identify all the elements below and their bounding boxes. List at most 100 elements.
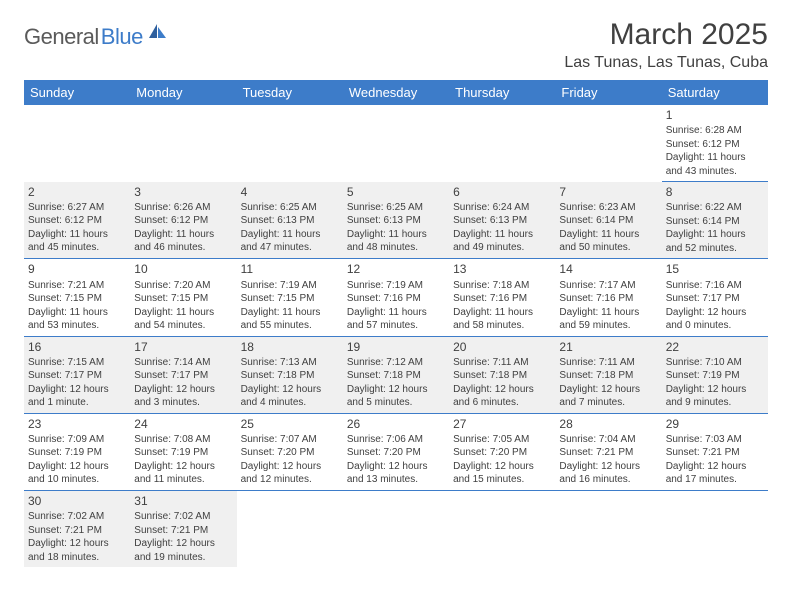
daylight-text: Daylight: 12 hours and 17 minutes.	[666, 460, 764, 487]
calendar-day-cell: 29Sunrise: 7:03 AMSunset: 7:21 PMDayligh…	[662, 413, 768, 490]
daylight-text: Daylight: 12 hours and 1 minute.	[28, 383, 126, 410]
sunset-text: Sunset: 7:16 PM	[453, 292, 551, 306]
weekday-header: Monday	[130, 80, 236, 105]
calendar-day-cell: 15Sunrise: 7:16 AMSunset: 7:17 PMDayligh…	[662, 259, 768, 336]
calendar-day-cell: 24Sunrise: 7:08 AMSunset: 7:19 PMDayligh…	[130, 413, 236, 490]
day-number: 9	[28, 261, 126, 277]
calendar-week-row: 2Sunrise: 6:27 AMSunset: 6:12 PMDaylight…	[24, 182, 768, 259]
sunrise-text: Sunrise: 7:15 AM	[28, 356, 126, 370]
sunset-text: Sunset: 7:16 PM	[559, 292, 657, 306]
sunset-text: Sunset: 7:21 PM	[559, 446, 657, 460]
day-number: 14	[559, 261, 657, 277]
day-number: 4	[241, 184, 339, 200]
daylight-text: Daylight: 11 hours and 45 minutes.	[28, 228, 126, 255]
sunrise-text: Sunrise: 7:05 AM	[453, 433, 551, 447]
sail-icon	[147, 22, 169, 45]
weekday-header: Wednesday	[343, 80, 449, 105]
daylight-text: Daylight: 12 hours and 0 minutes.	[666, 306, 764, 333]
sunset-text: Sunset: 7:19 PM	[666, 369, 764, 383]
daylight-text: Daylight: 12 hours and 18 minutes.	[28, 537, 126, 564]
sunset-text: Sunset: 7:15 PM	[241, 292, 339, 306]
calendar-day-cell: 22Sunrise: 7:10 AMSunset: 7:19 PMDayligh…	[662, 336, 768, 413]
calendar-day-cell: 20Sunrise: 7:11 AMSunset: 7:18 PMDayligh…	[449, 336, 555, 413]
calendar-day-cell: 4Sunrise: 6:25 AMSunset: 6:13 PMDaylight…	[237, 182, 343, 259]
calendar-day-cell: 31Sunrise: 7:02 AMSunset: 7:21 PMDayligh…	[130, 490, 236, 567]
calendar-day-cell: 27Sunrise: 7:05 AMSunset: 7:20 PMDayligh…	[449, 413, 555, 490]
sunrise-text: Sunrise: 7:10 AM	[666, 356, 764, 370]
sunrise-text: Sunrise: 6:22 AM	[666, 201, 764, 215]
day-number: 2	[28, 184, 126, 200]
calendar-week-row: 1Sunrise: 6:28 AMSunset: 6:12 PMDaylight…	[24, 105, 768, 182]
calendar-day-cell: 28Sunrise: 7:04 AMSunset: 7:21 PMDayligh…	[555, 413, 661, 490]
sunset-text: Sunset: 6:14 PM	[666, 215, 764, 229]
day-number: 31	[134, 493, 232, 509]
daylight-text: Daylight: 11 hours and 46 minutes.	[134, 228, 232, 255]
daylight-text: Daylight: 12 hours and 6 minutes.	[453, 383, 551, 410]
sunset-text: Sunset: 6:12 PM	[28, 214, 126, 228]
sunset-text: Sunset: 7:18 PM	[347, 369, 445, 383]
sunset-text: Sunset: 7:17 PM	[134, 369, 232, 383]
calendar-empty-cell	[130, 105, 236, 182]
day-number: 27	[453, 416, 551, 432]
sunrise-text: Sunrise: 7:18 AM	[453, 279, 551, 293]
day-number: 11	[241, 261, 339, 277]
calendar-day-cell: 19Sunrise: 7:12 AMSunset: 7:18 PMDayligh…	[343, 336, 449, 413]
calendar-week-row: 30Sunrise: 7:02 AMSunset: 7:21 PMDayligh…	[24, 490, 768, 567]
calendar-empty-cell	[555, 105, 661, 182]
sunset-text: Sunset: 6:14 PM	[559, 214, 657, 228]
sunset-text: Sunset: 7:17 PM	[666, 292, 764, 306]
sunset-text: Sunset: 7:20 PM	[453, 446, 551, 460]
daylight-text: Daylight: 12 hours and 5 minutes.	[347, 383, 445, 410]
day-number: 6	[453, 184, 551, 200]
day-number: 3	[134, 184, 232, 200]
sunset-text: Sunset: 6:12 PM	[134, 214, 232, 228]
sunset-text: Sunset: 7:18 PM	[559, 369, 657, 383]
weekday-header: Thursday	[449, 80, 555, 105]
daylight-text: Daylight: 11 hours and 43 minutes.	[666, 151, 764, 178]
calendar-day-cell: 30Sunrise: 7:02 AMSunset: 7:21 PMDayligh…	[24, 490, 130, 567]
sunrise-text: Sunrise: 7:19 AM	[241, 279, 339, 293]
title-block: March 2025 Las Tunas, Las Tunas, Cuba	[564, 18, 768, 72]
calendar-empty-cell	[343, 490, 449, 567]
sunset-text: Sunset: 7:16 PM	[347, 292, 445, 306]
sunrise-text: Sunrise: 7:19 AM	[347, 279, 445, 293]
sunset-text: Sunset: 7:19 PM	[134, 446, 232, 460]
day-number: 13	[453, 261, 551, 277]
sunrise-text: Sunrise: 6:25 AM	[241, 201, 339, 215]
calendar-day-cell: 7Sunrise: 6:23 AMSunset: 6:14 PMDaylight…	[555, 182, 661, 259]
daylight-text: Daylight: 12 hours and 19 minutes.	[134, 537, 232, 564]
calendar-empty-cell	[343, 105, 449, 182]
day-number: 30	[28, 493, 126, 509]
daylight-text: Daylight: 11 hours and 52 minutes.	[666, 228, 764, 255]
sunset-text: Sunset: 7:21 PM	[28, 524, 126, 538]
calendar-empty-cell	[237, 490, 343, 567]
daylight-text: Daylight: 11 hours and 49 minutes.	[453, 228, 551, 255]
sunset-text: Sunset: 7:15 PM	[134, 292, 232, 306]
day-number: 15	[666, 261, 764, 277]
day-number: 21	[559, 339, 657, 355]
calendar-day-cell: 18Sunrise: 7:13 AMSunset: 7:18 PMDayligh…	[237, 336, 343, 413]
weekday-header: Friday	[555, 80, 661, 105]
day-number: 12	[347, 261, 445, 277]
daylight-text: Daylight: 11 hours and 47 minutes.	[241, 228, 339, 255]
day-number: 23	[28, 416, 126, 432]
day-number: 24	[134, 416, 232, 432]
location: Las Tunas, Las Tunas, Cuba	[564, 54, 768, 72]
sunrise-text: Sunrise: 7:06 AM	[347, 433, 445, 447]
sunset-text: Sunset: 7:18 PM	[241, 369, 339, 383]
calendar-day-cell: 12Sunrise: 7:19 AMSunset: 7:16 PMDayligh…	[343, 259, 449, 336]
sunrise-text: Sunrise: 7:02 AM	[134, 510, 232, 524]
sunrise-text: Sunrise: 7:21 AM	[28, 279, 126, 293]
daylight-text: Daylight: 11 hours and 48 minutes.	[347, 228, 445, 255]
sunrise-text: Sunrise: 7:12 AM	[347, 356, 445, 370]
calendar-day-cell: 13Sunrise: 7:18 AMSunset: 7:16 PMDayligh…	[449, 259, 555, 336]
daylight-text: Daylight: 11 hours and 53 minutes.	[28, 306, 126, 333]
sunrise-text: Sunrise: 6:28 AM	[666, 124, 764, 138]
calendar-day-cell: 17Sunrise: 7:14 AMSunset: 7:17 PMDayligh…	[130, 336, 236, 413]
sunset-text: Sunset: 6:12 PM	[666, 138, 764, 152]
weekday-header: Saturday	[662, 80, 768, 105]
calendar-table: SundayMondayTuesdayWednesdayThursdayFrid…	[24, 80, 768, 567]
daylight-text: Daylight: 11 hours and 59 minutes.	[559, 306, 657, 333]
calendar-empty-cell	[24, 105, 130, 182]
calendar-empty-cell	[555, 490, 661, 567]
